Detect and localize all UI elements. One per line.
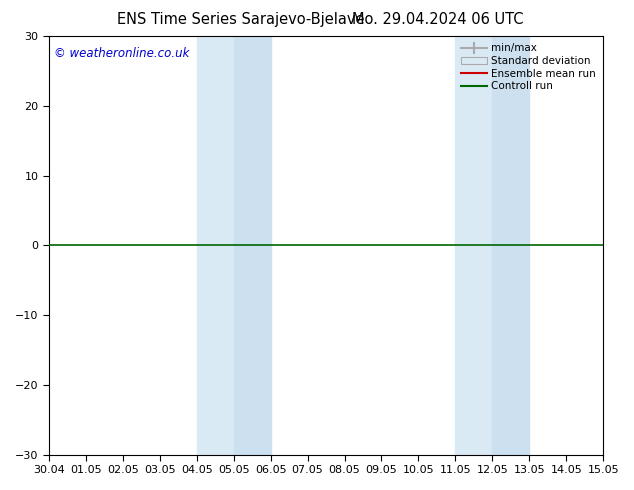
Text: © weatheronline.co.uk: © weatheronline.co.uk [55, 47, 190, 60]
Bar [455, 36, 493, 455]
Legend: min/max, Standard deviation, Ensemble mean run, Controll run: min/max, Standard deviation, Ensemble me… [459, 41, 598, 93]
Bar [234, 36, 271, 455]
Bar [493, 36, 529, 455]
Bar [197, 36, 234, 455]
Text: ENS Time Series Sarajevo-Bjelave: ENS Time Series Sarajevo-Bjelave [117, 12, 365, 27]
Text: Mo. 29.04.2024 06 UTC: Mo. 29.04.2024 06 UTC [352, 12, 523, 27]
